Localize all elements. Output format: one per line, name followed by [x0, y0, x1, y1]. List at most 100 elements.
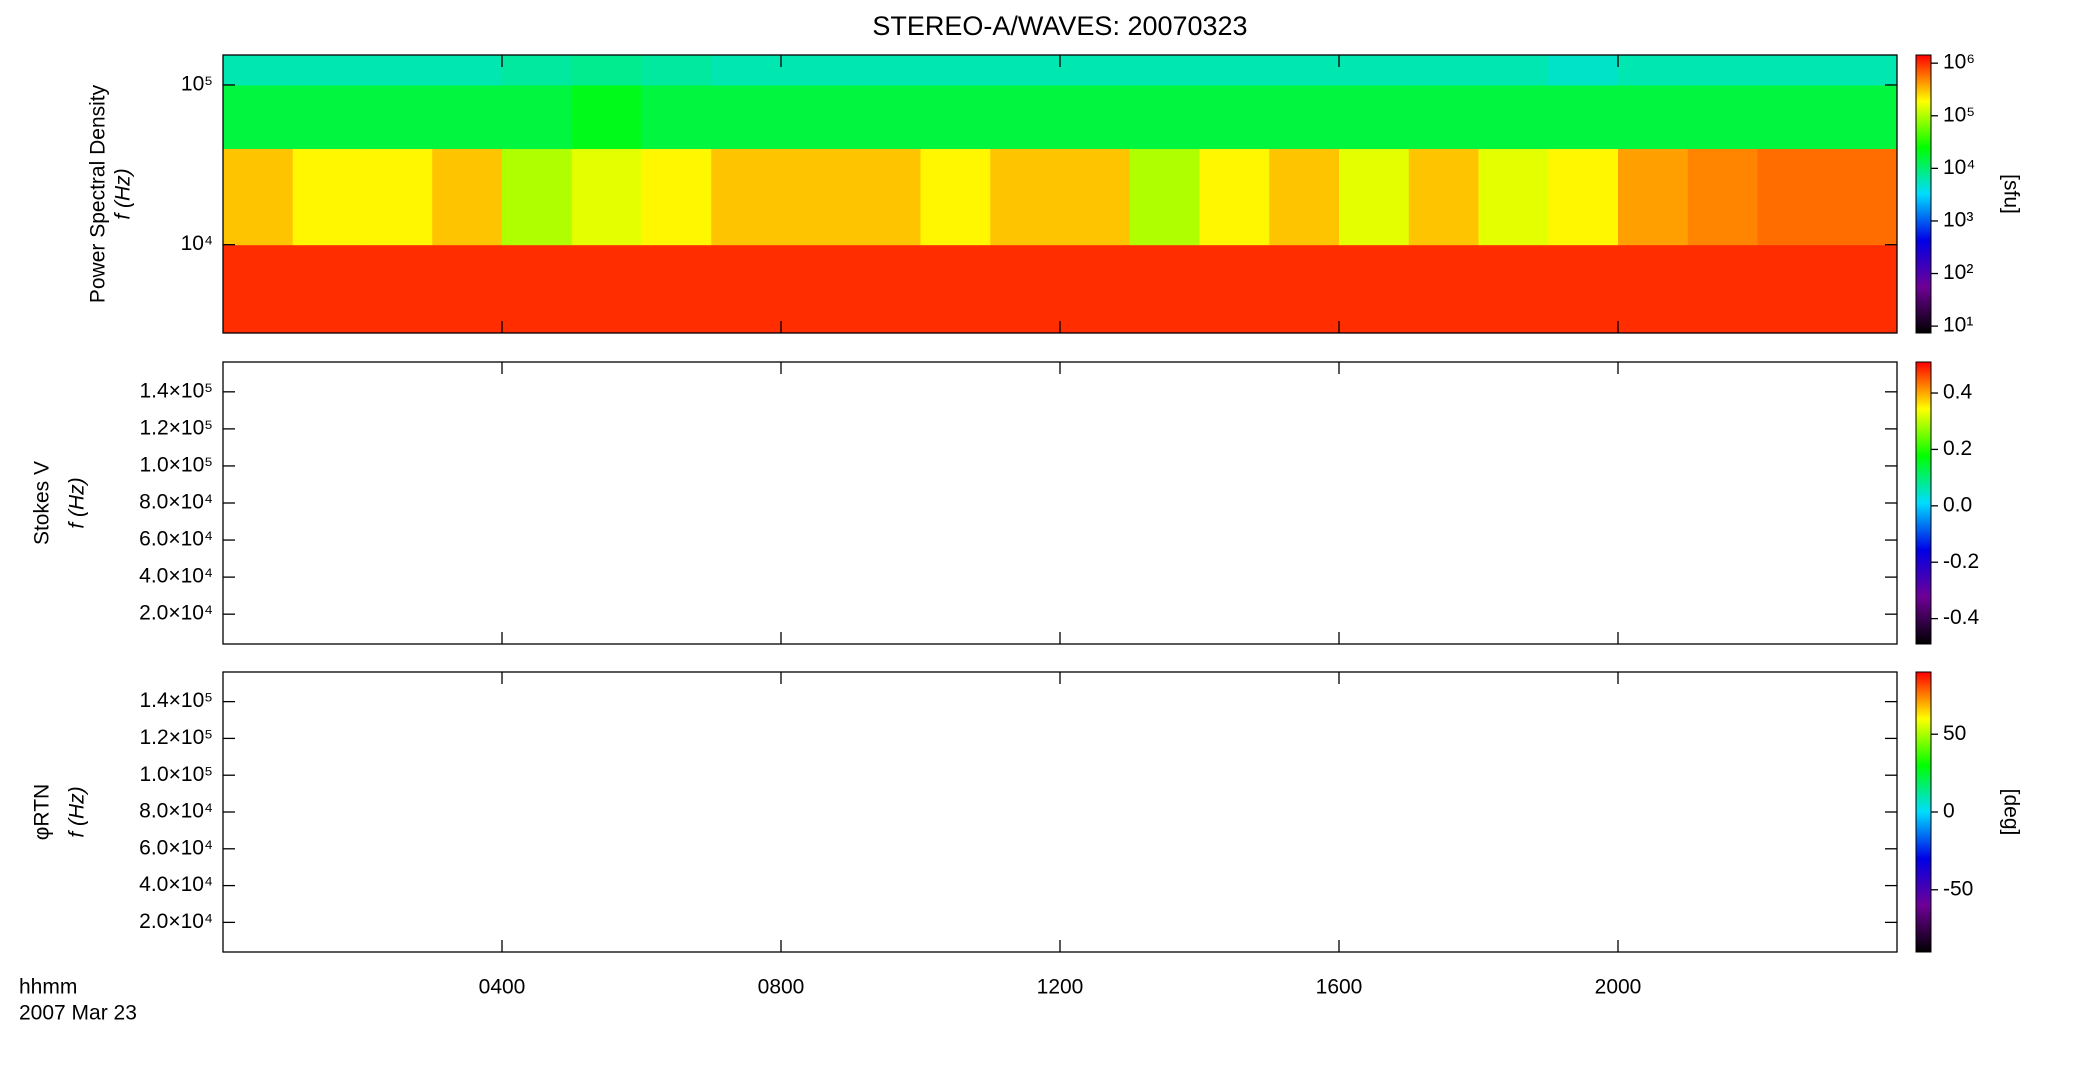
heatmap-cell — [432, 55, 503, 86]
colorbar-tick-label: 10⁵ — [1943, 103, 1975, 126]
colorbar-title: [deg] — [1999, 789, 2022, 836]
heatmap-cell — [223, 148, 294, 246]
plot-frame — [222, 671, 1898, 953]
heatmap-cell — [781, 55, 852, 86]
heatmap-cell — [641, 244, 712, 334]
colorbar-tick-label: 10¹ — [1943, 314, 1973, 337]
colorbar-tick-label: 0.0 — [1943, 493, 1972, 516]
heatmap-cell — [1757, 244, 1828, 334]
heatmap-cell — [1478, 84, 1549, 150]
heatmap-cell — [223, 55, 294, 86]
heatmap-cell — [1827, 55, 1898, 86]
heatmap-cell — [502, 148, 573, 246]
heatmap-cell — [990, 244, 1061, 334]
y-tick-label: 6.0×10⁴ — [139, 836, 213, 859]
heatmap-cell — [1269, 244, 1340, 334]
heatmap-cell — [292, 84, 363, 150]
heatmap-cell — [641, 148, 712, 246]
heatmap-cell — [1757, 55, 1828, 86]
x-tick-label: 2000 — [1595, 976, 1642, 999]
heatmap-cell — [1129, 55, 1200, 86]
heatmap-cell — [1478, 55, 1549, 86]
y-tick-label: 1.2×10⁵ — [139, 416, 213, 439]
heatmap-cell — [920, 84, 991, 150]
heatmap-cell — [1548, 55, 1619, 86]
colorbar-tick-label: -0.4 — [1943, 606, 1980, 629]
heatmap-cell — [1129, 84, 1200, 150]
y-tick-label: 8.0×10⁴ — [139, 491, 213, 514]
y-tick-label: 8.0×10⁴ — [139, 800, 213, 823]
heatmap-cell — [362, 244, 433, 334]
heatmap-cell — [1687, 148, 1758, 246]
heatmap-cell — [432, 148, 503, 246]
heatmap-cell — [502, 84, 573, 150]
heatmap-cell — [292, 55, 363, 86]
heatmap-cell — [711, 148, 782, 246]
heatmap-cell — [1618, 55, 1689, 86]
y-axis-title: φRTN — [31, 784, 54, 840]
colorbar-tick-label: -0.2 — [1943, 550, 1979, 573]
y-tick-label: 4.0×10⁴ — [139, 565, 213, 588]
x-tick-label: 1200 — [1037, 976, 1084, 999]
heatmap-cell — [362, 55, 433, 86]
heatmap-cell — [1827, 244, 1898, 334]
heatmap-cell — [1548, 84, 1619, 150]
heatmap-cell — [571, 84, 642, 150]
colorbar — [1915, 671, 1932, 953]
heatmap-cell — [850, 84, 921, 150]
y-axis-title: Power Spectral Density — [87, 84, 110, 303]
x-tick-label: 0800 — [758, 976, 805, 999]
chart-title: STEREO-A/WAVES: 20070323 — [872, 11, 1247, 41]
heatmap-cell — [1478, 148, 1549, 246]
heatmap-cell — [1618, 148, 1689, 246]
colorbar-tick-label: 0 — [1943, 800, 1955, 823]
y-tick-label: 2.0×10⁴ — [139, 910, 213, 933]
heatmap-cell — [1129, 148, 1200, 246]
date-label: 2007 Mar 23 — [19, 1002, 137, 1025]
heatmap-cell — [1687, 55, 1758, 86]
heatmap-cell — [1827, 148, 1898, 246]
heatmap-cell — [1618, 84, 1689, 150]
heatmap-cell — [1478, 244, 1549, 334]
y-tick-label: 1.0×10⁵ — [139, 763, 213, 786]
heatmap-cell — [781, 148, 852, 246]
heatmap-cell — [850, 55, 921, 86]
x-tick-label: 0400 — [479, 976, 526, 999]
heatmap-cell — [1757, 148, 1828, 246]
heatmap-cell — [292, 244, 363, 334]
heatmap-cell — [362, 84, 433, 150]
heatmap-cell — [1408, 84, 1479, 150]
heatmap-cell — [571, 148, 642, 246]
heatmap-cell — [1269, 84, 1340, 150]
colorbar-tick-label: 50 — [1943, 722, 1966, 745]
heatmap-cell — [1827, 84, 1898, 150]
heatmap-cell — [292, 148, 363, 246]
heatmap-cell — [223, 84, 294, 150]
y-axis-title: f (Hz) — [112, 168, 135, 219]
y-tick-label: 10⁴ — [181, 232, 213, 255]
colorbar-tick-label: 0.2 — [1943, 437, 1972, 460]
heatmap-cell — [641, 84, 712, 150]
heatmap-cell — [1269, 148, 1340, 246]
heatmap-cell — [362, 148, 433, 246]
heatmap-cell — [1618, 244, 1689, 334]
heatmap-cell — [223, 244, 294, 334]
colorbar-tick-label: 10⁴ — [1943, 156, 1975, 179]
y-axis-title: f (Hz) — [66, 477, 89, 528]
heatmap-cell — [920, 244, 991, 334]
y-tick-label: 1.0×10⁵ — [139, 453, 213, 476]
heatmap-cell — [571, 55, 642, 86]
plot-frame — [222, 361, 1898, 645]
heatmap-cell — [432, 244, 503, 334]
heatmap-cell — [1060, 148, 1131, 246]
colorbar — [1915, 361, 1932, 645]
y-tick-label: 2.0×10⁴ — [139, 602, 213, 625]
heatmap-cell — [990, 148, 1061, 246]
heatmap-cell — [711, 84, 782, 150]
y-tick-label: 6.0×10⁴ — [139, 528, 213, 551]
heatmap-cell — [990, 55, 1061, 86]
heatmap-cell — [1339, 148, 1410, 246]
colorbar-tick-label: 10³ — [1943, 208, 1973, 231]
heatmap-cell — [781, 244, 852, 334]
